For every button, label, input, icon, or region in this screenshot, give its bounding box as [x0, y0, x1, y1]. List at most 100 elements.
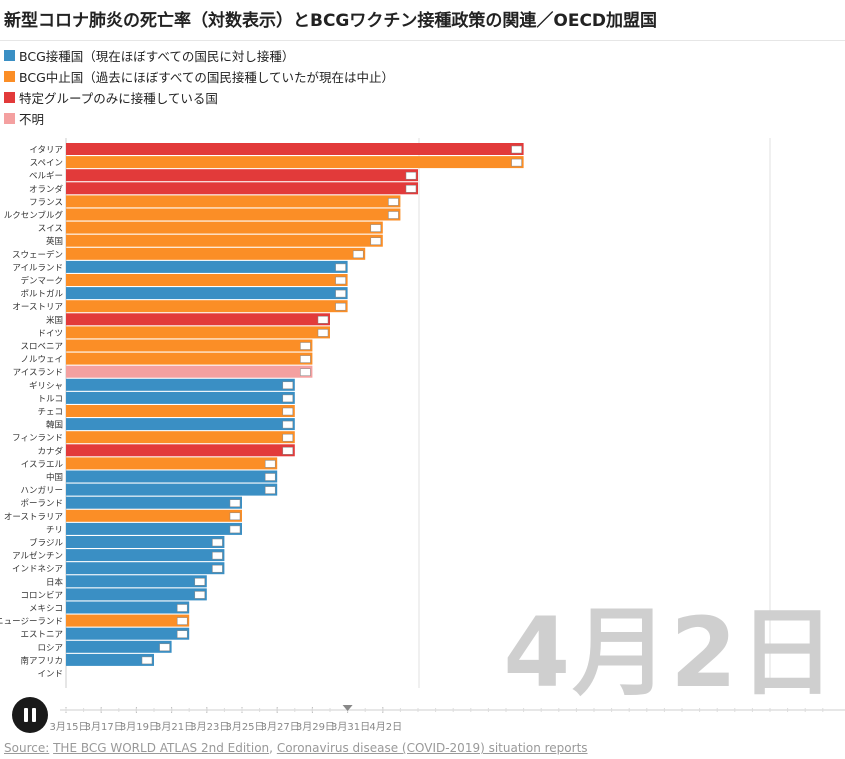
- bar-label-2: ベルギー: [29, 172, 63, 182]
- tick-label-7: 3月29日: [296, 721, 335, 733]
- flag-icon: [388, 211, 399, 219]
- legend-label-unknown: 不明: [19, 112, 45, 127]
- bar-label-15: スロベニア: [20, 342, 63, 352]
- flag-icon: [300, 368, 311, 376]
- legend-item-specific[interactable]: 特定グループのみに接種している国: [4, 87, 394, 108]
- bar-14[interactable]: [66, 326, 330, 339]
- bar-label-32: インドネシア: [12, 565, 63, 575]
- bar-38[interactable]: [66, 640, 172, 653]
- bar-label-10: デンマーク: [20, 276, 63, 287]
- flag-icon: [229, 499, 241, 507]
- bar-17[interactable]: [66, 365, 313, 378]
- bar-39[interactable]: [66, 653, 154, 666]
- bar-32[interactable]: [66, 562, 225, 575]
- bar-label-39: 南アフリカ: [20, 655, 63, 666]
- bar-label-4: フランス: [29, 198, 63, 208]
- chart-title: 新型コロナ肺炎の死亡率（対数表示）とBCGワクチン接種政策の関連／OECD加盟国: [4, 11, 658, 31]
- legend-swatch-bcg: [4, 50, 15, 61]
- flag-icon: [405, 185, 417, 193]
- bar-19[interactable]: [66, 391, 295, 404]
- bar-label-27: ポーランド: [20, 499, 63, 509]
- flag-icon: [212, 564, 223, 573]
- flag-icon: [212, 551, 223, 560]
- bar-12[interactable]: [66, 300, 348, 313]
- bar-5[interactable]: [66, 208, 401, 221]
- bar-35[interactable]: [66, 601, 190, 614]
- bar-label-16: ノルウェイ: [20, 355, 63, 365]
- bar-37[interactable]: [66, 627, 190, 640]
- legend-item-stopped[interactable]: BCG中止国（過去にほぼすべての国民接種していたが現在は中止）: [4, 66, 394, 87]
- flag-icon: [141, 656, 153, 665]
- bar-0[interactable]: [66, 143, 524, 155]
- bar-34[interactable]: [66, 588, 207, 601]
- bar-label-17: アイスランド: [13, 368, 63, 378]
- bar-33[interactable]: [66, 575, 207, 588]
- source-link-bcg-atlas[interactable]: THE BCG WORLD ATLAS 2nd Edition: [53, 741, 270, 755]
- flag-icon: [335, 276, 346, 285]
- bar-label-36: ニュージーランド: [0, 617, 63, 627]
- flag-icon: [317, 329, 329, 337]
- bar-label-24: イスラエル: [21, 460, 64, 470]
- bar-label-35: メキシコ: [29, 604, 63, 614]
- flag-icon: [176, 630, 188, 638]
- bar-28[interactable]: [66, 509, 242, 522]
- bar-label-25: 中国: [46, 472, 63, 483]
- flag-icon: [229, 525, 241, 534]
- bar-6[interactable]: [66, 221, 383, 234]
- flag-icon: [194, 578, 206, 586]
- bar-8[interactable]: [66, 247, 366, 260]
- flag-icon: [176, 604, 188, 612]
- source-link-who-reports[interactable]: Coronavirus disease (COVID-2019) situati…: [276, 741, 588, 755]
- bar-label-37: エストニア: [20, 630, 63, 640]
- flag-icon: [405, 171, 417, 180]
- bar-9[interactable]: [66, 260, 348, 273]
- legend-label-stopped: BCG中止国（過去にほぼすべての国民接種していたが現在は中止）: [19, 70, 395, 85]
- bar-36[interactable]: [66, 614, 190, 627]
- bar-label-13: 米国: [46, 315, 63, 326]
- bar-label-30: ブラジル: [29, 538, 63, 549]
- bar-15[interactable]: [66, 339, 313, 352]
- flag-icon: [282, 394, 294, 403]
- flag-icon: [370, 224, 382, 232]
- bar-20[interactable]: [66, 405, 295, 417]
- bar-26[interactable]: [66, 483, 278, 496]
- timeline-slider-handle[interactable]: [342, 705, 353, 711]
- bar-31[interactable]: [66, 549, 225, 562]
- pause-icon-bar: [32, 708, 36, 722]
- flag-icon: [352, 250, 364, 259]
- pause-icon: [24, 708, 28, 722]
- bar-3[interactable]: [66, 182, 418, 195]
- legend-item-bcg[interactable]: BCG接種国（現在ほぼすべての国民に対し接種）: [4, 45, 394, 66]
- bar-30[interactable]: [66, 536, 225, 548]
- source-separator: ,: [269, 741, 273, 755]
- bar-29[interactable]: [66, 522, 242, 535]
- flag-icon: [511, 145, 522, 154]
- bar-label-8: スウェーデン: [12, 249, 63, 260]
- bar-11[interactable]: [66, 287, 348, 300]
- bar-2[interactable]: [66, 169, 418, 182]
- bar-1[interactable]: [66, 156, 524, 169]
- bar-18[interactable]: [66, 378, 295, 391]
- legend-item-unknown[interactable]: 不明: [4, 108, 394, 129]
- bar-16[interactable]: [66, 352, 313, 365]
- pause-button[interactable]: [12, 697, 48, 733]
- bar-24[interactable]: [66, 457, 278, 470]
- tick-label-6: 3月27日: [261, 721, 300, 733]
- bar-4[interactable]: [66, 195, 401, 208]
- flag-icon: [300, 342, 311, 350]
- bar-27[interactable]: [66, 496, 242, 509]
- bar-21[interactable]: [66, 418, 295, 431]
- bar-label-14: ドイツ: [37, 329, 63, 339]
- flag-icon: [282, 407, 294, 416]
- bar-23[interactable]: [66, 444, 295, 457]
- bar-label-18: ギリシャ: [29, 381, 63, 391]
- bar-7[interactable]: [66, 234, 383, 247]
- bar-label-21: 韓国: [46, 420, 63, 431]
- bar-10[interactable]: [66, 274, 348, 286]
- bar-label-7: 英国: [46, 236, 63, 247]
- bar-13[interactable]: [66, 313, 330, 326]
- bar-25[interactable]: [66, 470, 278, 483]
- tick-label-5: 3月25日: [225, 721, 264, 733]
- bar-22[interactable]: [66, 431, 295, 444]
- source-prefix[interactable]: Source:: [4, 741, 50, 755]
